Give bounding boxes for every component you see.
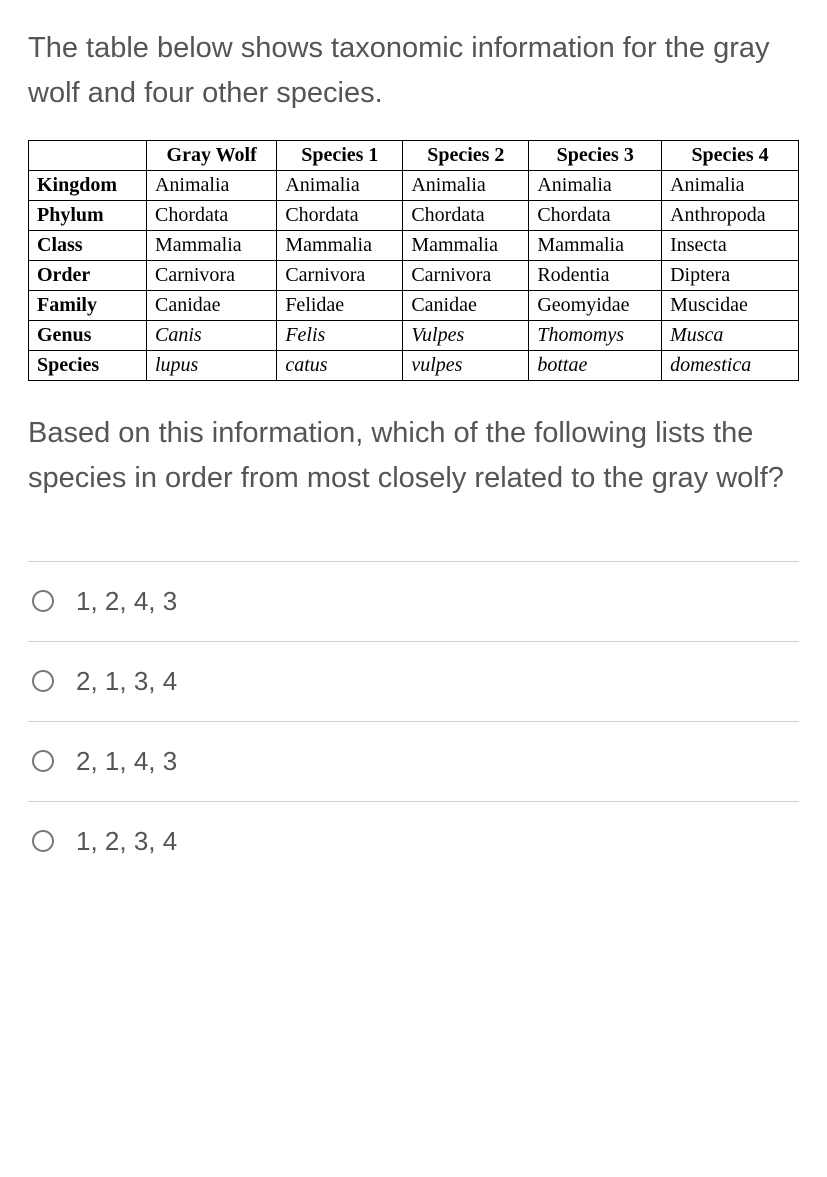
question-intro: The table below shows taxonomic informat…: [28, 26, 799, 116]
table-cell: vulpes: [403, 350, 529, 380]
table-row: PhylumChordataChordataChordataChordataAn…: [29, 200, 799, 230]
table-cell: Canidae: [403, 290, 529, 320]
taxonomy-table: Gray Wolf Species 1 Species 2 Species 3 …: [28, 140, 799, 381]
answer-option[interactable]: 2, 1, 3, 4: [28, 641, 799, 721]
table-row: ClassMammaliaMammaliaMammaliaMammaliaIns…: [29, 230, 799, 260]
table-row: FamilyCanidaeFelidaeCanidaeGeomyidaeMusc…: [29, 290, 799, 320]
table-cell: Chordata: [403, 200, 529, 230]
table-cell: Mammalia: [403, 230, 529, 260]
table-row: Specieslupuscatusvulpesbottaedomestica: [29, 350, 799, 380]
radio-icon[interactable]: [32, 750, 54, 772]
table-cell: Anthropoda: [662, 200, 799, 230]
option-label: 1, 2, 4, 3: [76, 586, 177, 617]
row-label: Phylum: [29, 200, 147, 230]
table-cell: catus: [277, 350, 403, 380]
answer-option[interactable]: 1, 2, 3, 4: [28, 801, 799, 881]
table-body: KingdomAnimaliaAnimaliaAnimaliaAnimaliaA…: [29, 170, 799, 380]
table-header-row: Gray Wolf Species 1 Species 2 Species 3 …: [29, 140, 799, 170]
radio-icon[interactable]: [32, 670, 54, 692]
table-cell: Mammalia: [529, 230, 662, 260]
table-cell: Chordata: [146, 200, 276, 230]
option-label: 2, 1, 4, 3: [76, 746, 177, 777]
table-header-cell: Species 4: [662, 140, 799, 170]
table-cell: Rodentia: [529, 260, 662, 290]
table-cell: Chordata: [277, 200, 403, 230]
table-cell: Canis: [146, 320, 276, 350]
radio-icon[interactable]: [32, 590, 54, 612]
table-cell: Chordata: [529, 200, 662, 230]
row-label: Order: [29, 260, 147, 290]
table-cell: Mammalia: [277, 230, 403, 260]
row-label: Family: [29, 290, 147, 320]
answer-options: 1, 2, 4, 3 2, 1, 3, 4 2, 1, 4, 3 1, 2, 3, 4: [28, 561, 799, 881]
table-cell: Insecta: [662, 230, 799, 260]
row-label: Kingdom: [29, 170, 147, 200]
table-cell: Animalia: [146, 170, 276, 200]
table-cell: Diptera: [662, 260, 799, 290]
table-cell: Felis: [277, 320, 403, 350]
row-label: Genus: [29, 320, 147, 350]
table-cell: Animalia: [529, 170, 662, 200]
table-cell: Muscidae: [662, 290, 799, 320]
table-cell: Animalia: [277, 170, 403, 200]
radio-icon[interactable]: [32, 830, 54, 852]
row-label: Species: [29, 350, 147, 380]
table-cell: Animalia: [403, 170, 529, 200]
table-cell: Animalia: [662, 170, 799, 200]
answer-option[interactable]: 1, 2, 4, 3: [28, 561, 799, 641]
option-label: 1, 2, 3, 4: [76, 826, 177, 857]
question-followup: Based on this information, which of the …: [28, 411, 799, 501]
table-row: OrderCarnivoraCarnivoraCarnivoraRodentia…: [29, 260, 799, 290]
table-cell: domestica: [662, 350, 799, 380]
table-cell: Musca: [662, 320, 799, 350]
table-cell: Thomomys: [529, 320, 662, 350]
table-cell: Vulpes: [403, 320, 529, 350]
table-cell: Carnivora: [146, 260, 276, 290]
table-cell: Canidae: [146, 290, 276, 320]
table-header-cell: Species 1: [277, 140, 403, 170]
table-cell: lupus: [146, 350, 276, 380]
table-header-cell: Species 2: [403, 140, 529, 170]
option-label: 2, 1, 3, 4: [76, 666, 177, 697]
table-header-cell: Species 3: [529, 140, 662, 170]
table-cell: Carnivora: [403, 260, 529, 290]
answer-option[interactable]: 2, 1, 4, 3: [28, 721, 799, 801]
table-cell: Carnivora: [277, 260, 403, 290]
table-cell: Geomyidae: [529, 290, 662, 320]
table-cell: Felidae: [277, 290, 403, 320]
table-cell: Mammalia: [146, 230, 276, 260]
table-cell: bottae: [529, 350, 662, 380]
table-header-cell: Gray Wolf: [146, 140, 276, 170]
table-row: GenusCanisFelisVulpesThomomysMusca: [29, 320, 799, 350]
table-row: KingdomAnimaliaAnimaliaAnimaliaAnimaliaA…: [29, 170, 799, 200]
row-label: Class: [29, 230, 147, 260]
table-header-cell: [29, 140, 147, 170]
